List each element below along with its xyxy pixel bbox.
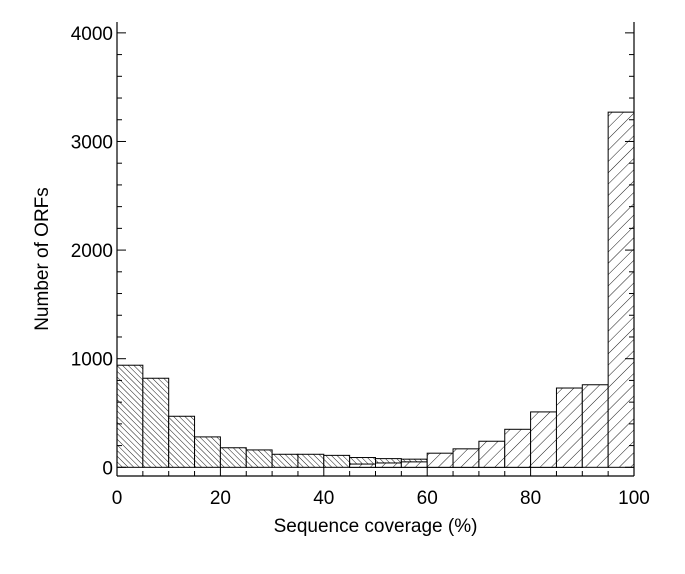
axes-layer: 0 1000 2000 3000 4000 0 20 40 60 80 100 xyxy=(71,22,650,509)
y-tick-label: 3000 xyxy=(71,132,113,153)
y-axis-title: Number of ORFs xyxy=(32,187,53,331)
high-coverage-bar xyxy=(375,462,402,468)
high-coverage-bar xyxy=(426,452,454,468)
low-coverage-bar xyxy=(219,447,247,468)
bars-layer xyxy=(116,111,635,468)
high-coverage-bar xyxy=(478,440,506,468)
high-coverage-bar xyxy=(607,111,635,468)
low-coverage-bar xyxy=(142,377,170,468)
low-coverage-bar xyxy=(297,453,325,468)
low-coverage-bar xyxy=(245,449,273,468)
x-tick-label: 0 xyxy=(112,488,123,509)
low-coverage-bar xyxy=(323,454,351,468)
x-tick-label: 60 xyxy=(417,488,438,509)
high-coverage-bar xyxy=(581,384,609,468)
y-tick-label: 4000 xyxy=(71,24,113,45)
low-coverage-bar xyxy=(271,453,299,468)
y-tick-label: 0 xyxy=(102,458,113,479)
x-tick-label: 20 xyxy=(210,488,231,509)
low-coverage-bar xyxy=(194,436,221,468)
high-coverage-bar xyxy=(349,463,376,468)
high-coverage-bar xyxy=(400,461,428,468)
high-coverage-bar xyxy=(555,387,583,468)
x-tick-label: 100 xyxy=(618,488,650,509)
x-axis-title: Sequence coverage (%) xyxy=(274,516,478,537)
x-tick-label: 80 xyxy=(520,488,541,509)
low-coverage-bar xyxy=(168,415,196,468)
y-tick-label: 1000 xyxy=(71,350,113,371)
high-coverage-bar xyxy=(452,448,480,468)
y-tick-label: 2000 xyxy=(71,241,113,262)
high-coverage-bar xyxy=(504,428,532,468)
x-tick-label: 40 xyxy=(313,488,334,509)
high-coverage-bar xyxy=(530,411,557,468)
